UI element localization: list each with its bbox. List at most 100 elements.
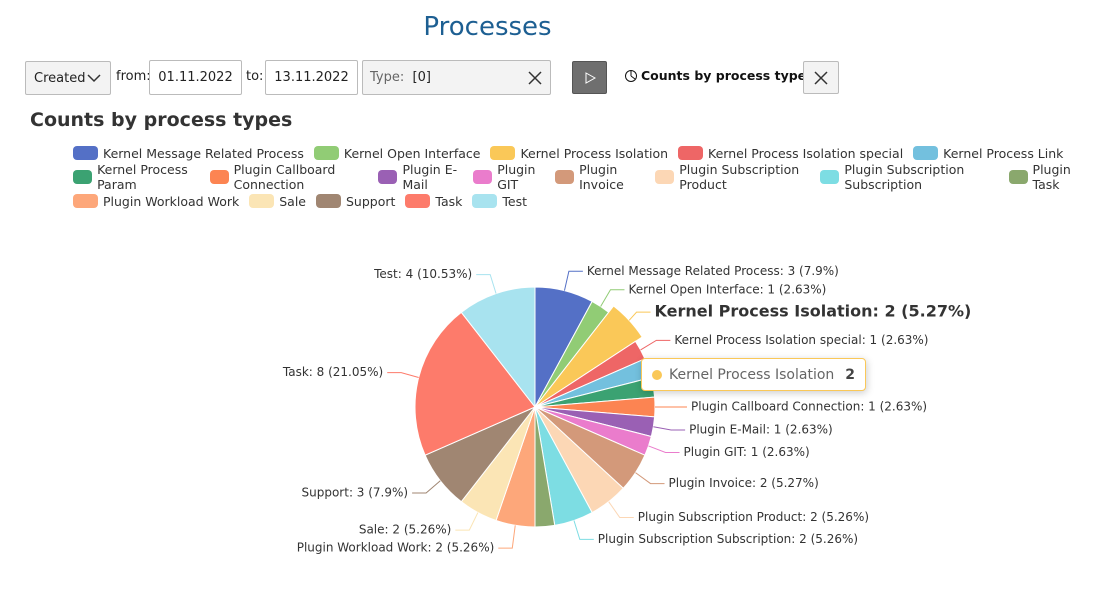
clear-icon[interactable] bbox=[528, 70, 542, 85]
legend-swatch bbox=[209, 170, 229, 184]
legend-item[interactable]: Kernel Process Param bbox=[73, 162, 200, 192]
run-button[interactable] bbox=[572, 61, 607, 94]
to-input[interactable]: 13.11.2022 bbox=[265, 60, 358, 95]
legend-item[interactable]: Kernel Message Related Process bbox=[73, 146, 304, 161]
legend-label: Kernel Open Interface bbox=[343, 145, 481, 161]
chevron bbox=[87, 74, 101, 83]
pie-slice bbox=[534, 305, 643, 408]
legend-label: Plugin Subscription Subscription bbox=[844, 162, 965, 192]
from-input[interactable]: 01.11.2022 bbox=[149, 60, 242, 95]
legend-swatch bbox=[73, 194, 98, 208]
legend-item[interactable]: Plugin E-Mail bbox=[378, 162, 463, 192]
close-icon bbox=[814, 70, 828, 85]
legend-swatch bbox=[378, 170, 398, 184]
chart-title: Counts by process types bbox=[30, 109, 293, 131]
data-label: Plugin Subscription Product: 2 (5.26%) bbox=[638, 510, 869, 524]
data-label: Plugin Callboard Connection: 1 (2.63%) bbox=[691, 400, 927, 414]
data-label: Plugin Workload Work: 2 (5.26%) bbox=[297, 541, 495, 555]
legend-row: Kernel Process Param Plugin Callboard Con… bbox=[73, 162, 1095, 192]
legend-swatch bbox=[73, 170, 93, 184]
type-input[interactable]: Type: [0] bbox=[362, 60, 551, 95]
legend-item[interactable]: Plugin Callboard Connection bbox=[209, 162, 369, 192]
label-line bbox=[635, 472, 665, 485]
legend-item[interactable]: Plugin Workload Work bbox=[73, 194, 239, 209]
data-label: Kernel Process Isolation: 2 (5.27%) bbox=[655, 302, 972, 321]
legend-swatch bbox=[249, 194, 275, 208]
data-label: Task: 8 (21.05%) bbox=[282, 365, 383, 379]
legend-label: Test bbox=[502, 193, 528, 209]
tooltip-dot bbox=[652, 369, 662, 380]
legend-item[interactable]: Plugin Task bbox=[1008, 162, 1085, 192]
label-line bbox=[387, 372, 419, 379]
legend-label: Plugin GIT bbox=[497, 162, 536, 192]
data-label: Support: 3 (7.9%) bbox=[302, 485, 409, 499]
legend-swatch bbox=[490, 146, 516, 160]
legend-item[interactable]: Kernel Process Link bbox=[913, 146, 1063, 161]
legend-item[interactable]: Plugin Subscription Product bbox=[655, 162, 810, 192]
label-line bbox=[573, 520, 594, 540]
type-value: [0] bbox=[412, 70, 431, 85]
legend-label: Kernel Process Link bbox=[943, 145, 1064, 161]
report-tab[interactable]: Counts by process types bbox=[624, 68, 814, 83]
report-label: Counts by process types bbox=[641, 68, 814, 83]
legend-swatch bbox=[313, 146, 339, 160]
legend-item[interactable]: Support bbox=[316, 194, 395, 209]
legend-label: Kernel Process Param bbox=[97, 162, 188, 192]
legend-label: Plugin E-Mail bbox=[402, 162, 458, 192]
legend-label: Plugin Task bbox=[1032, 162, 1071, 192]
select-value: Created bbox=[34, 70, 86, 86]
data-label: Kernel Open Interface: 1 (2.63%) bbox=[628, 282, 826, 296]
legend-item[interactable]: Kernel Open Interface bbox=[313, 145, 481, 161]
data-label: Plugin GIT: 1 (2.63%) bbox=[684, 445, 810, 459]
legend-item[interactable]: Plugin GIT bbox=[473, 162, 545, 192]
data-label: Kernel Process Isolation special: 1 (2.6… bbox=[674, 333, 928, 347]
legend: Kernel Message Related Process Kernel Ope… bbox=[73, 141, 1095, 213]
close-button[interactable] bbox=[803, 61, 839, 94]
label-line bbox=[648, 445, 680, 453]
label-line bbox=[640, 339, 671, 351]
legend-label: Task bbox=[435, 193, 463, 209]
legend-swatch bbox=[473, 170, 493, 184]
legend-item[interactable]: Plugin Subscription Subscription bbox=[820, 162, 998, 192]
legend-row: Kernel Message Related Process Kernel Ope… bbox=[73, 141, 1095, 165]
legend-swatch bbox=[1008, 170, 1028, 184]
legend-item[interactable]: Sale bbox=[249, 194, 306, 209]
legend-item[interactable]: Kernel Process Isolation special bbox=[678, 146, 903, 161]
to-value: 13.11.2022 bbox=[274, 70, 349, 85]
pie-chart: Kernel Message Related Process: 3 (7.9%)… bbox=[282, 264, 972, 555]
legend-item[interactable]: Test bbox=[472, 194, 527, 209]
legend-item[interactable]: Kernel Process Isolation bbox=[490, 146, 668, 161]
legend-row: Plugin Workload Work Sale Support Task Test bbox=[73, 189, 1095, 213]
legend-swatch bbox=[405, 194, 431, 208]
tooltip-name: Kernel Process Isolation bbox=[669, 366, 835, 383]
legend-item[interactable]: Task bbox=[405, 194, 462, 209]
label-line bbox=[600, 289, 625, 307]
data-label: Kernel Message Related Process: 3 (7.9%) bbox=[587, 264, 839, 278]
to-label: to: bbox=[246, 69, 264, 84]
pie-icon bbox=[625, 69, 637, 82]
label-line bbox=[476, 274, 497, 294]
legend-label: Plugin Callboard Connection bbox=[233, 162, 336, 192]
legend-label: Support bbox=[346, 193, 396, 209]
tooltip-value: 2 bbox=[845, 366, 855, 383]
legend-swatch bbox=[555, 170, 575, 184]
legend-label: Plugin Workload Work bbox=[103, 193, 240, 209]
date-field-select[interactable]: Created bbox=[25, 61, 111, 95]
pie-slice bbox=[460, 286, 536, 409]
label-line bbox=[563, 270, 583, 291]
legend-label: Plugin Subscription Product bbox=[679, 162, 800, 192]
legend-swatch bbox=[820, 170, 840, 184]
data-label: Test: 4 (10.53%) bbox=[373, 267, 472, 281]
label-line bbox=[608, 501, 634, 518]
legend-label: Kernel Process Isolation special bbox=[708, 145, 904, 161]
from-value: 01.11.2022 bbox=[158, 70, 233, 85]
legend-swatch bbox=[678, 146, 704, 160]
legend-swatch bbox=[316, 194, 341, 208]
legend-swatch bbox=[655, 170, 675, 184]
legend-label: Kernel Message Related Process bbox=[103, 145, 304, 161]
data-label: Plugin E-Mail: 1 (2.63%) bbox=[689, 423, 833, 437]
label-line bbox=[653, 426, 686, 431]
tooltip: Kernel Process Isolation 2 bbox=[641, 358, 866, 391]
legend-item[interactable]: Plugin Invoice bbox=[555, 162, 645, 192]
